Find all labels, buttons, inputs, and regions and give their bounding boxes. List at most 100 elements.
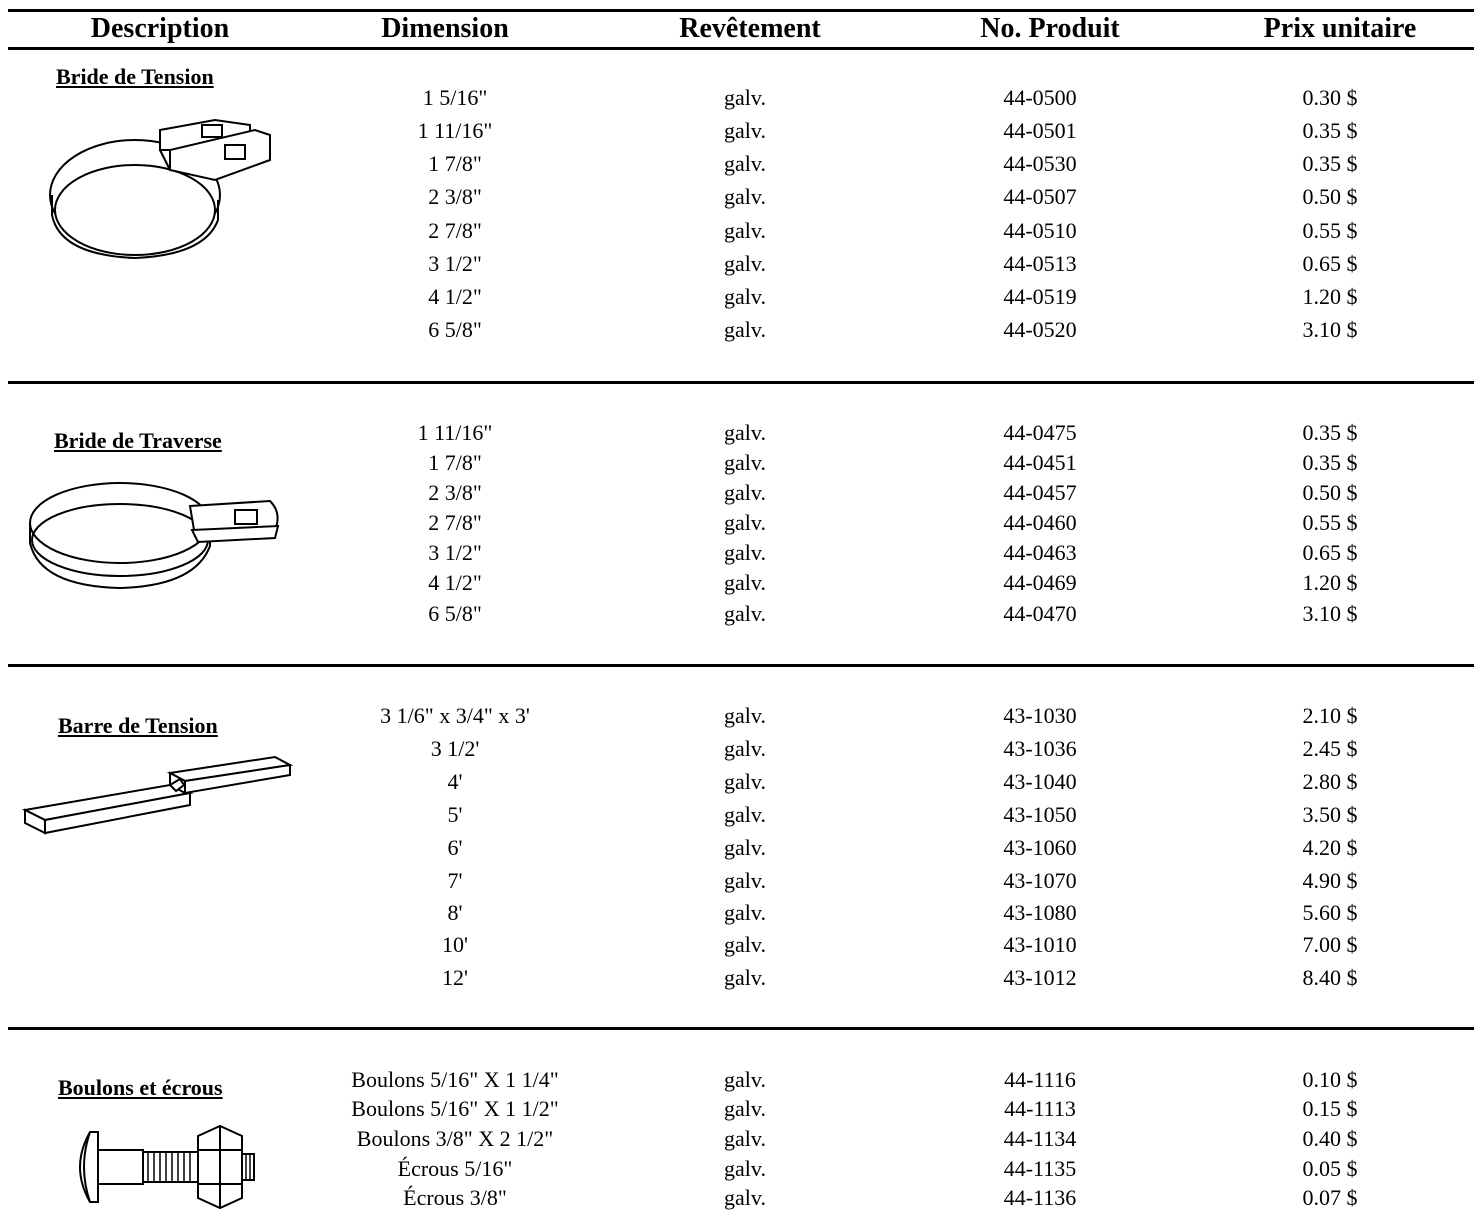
cell-revetement: galv. (724, 480, 766, 505)
cell-revetement: galv. (724, 450, 766, 475)
header-dimension: Dimension (381, 13, 509, 44)
cell-dimension: 3 1/6" x 3/4" x 3' (380, 703, 530, 728)
cell-prix: 0.35 $ (1302, 118, 1358, 143)
cell-revetement: galv. (724, 1067, 766, 1092)
cell-dimension: Boulons 5/16" X 1 1/2" (351, 1096, 559, 1121)
cell-revetement: galv. (724, 1185, 766, 1210)
cell-prix: 4.90 $ (1302, 868, 1358, 893)
cell-dimension: 4 1/2" (428, 284, 482, 309)
cell-produit: 44-0507 (1003, 184, 1077, 209)
cell-dimension: 4 1/2" (428, 570, 482, 595)
cell-revetement: galv. (724, 118, 766, 143)
cell-prix: 0.50 $ (1302, 480, 1358, 505)
cell-revetement: galv. (724, 1096, 766, 1121)
top-rule (8, 9, 1474, 12)
cell-prix: 0.07 $ (1302, 1185, 1358, 1210)
cell-prix: 0.40 $ (1302, 1126, 1358, 1151)
cell-produit: 44-1113 (1004, 1096, 1076, 1121)
bolt-nut-illustration (79, 1124, 255, 1210)
section-divider (8, 664, 1474, 667)
cell-produit: 44-0469 (1003, 570, 1077, 595)
cell-prix: 3.10 $ (1302, 601, 1358, 626)
cell-prix: 0.35 $ (1302, 450, 1358, 475)
cell-produit: 44-0457 (1003, 480, 1077, 505)
cell-revetement: galv. (724, 769, 766, 794)
cell-dimension: 5' (447, 802, 463, 827)
cell-dimension: 1 11/16" (417, 420, 493, 445)
cell-dimension: Boulons 3/8" X 2 1/2" (356, 1126, 554, 1151)
cell-revetement: galv. (724, 868, 766, 893)
cell-produit: 44-0520 (1003, 317, 1077, 342)
cell-prix: 0.65 $ (1302, 251, 1358, 276)
cell-produit: 43-1080 (1003, 900, 1077, 925)
cell-revetement: galv. (724, 835, 766, 860)
cell-dimension: 1 7/8" (428, 151, 482, 176)
cell-produit: 44-0500 (1003, 85, 1077, 110)
header-rule (8, 47, 1474, 50)
section-divider (8, 381, 1474, 384)
cell-revetement: galv. (724, 601, 766, 626)
cell-prix: 0.05 $ (1302, 1156, 1358, 1181)
cell-prix: 0.15 $ (1302, 1096, 1358, 1121)
cell-revetement: galv. (724, 184, 766, 209)
cell-dimension: 3 1/2" (428, 251, 482, 276)
cell-prix: 0.35 $ (1302, 420, 1358, 445)
cell-revetement: galv. (724, 151, 766, 176)
cell-prix: 5.60 $ (1302, 900, 1358, 925)
brace-band-illustration (29, 482, 280, 590)
cell-dimension: 10' (442, 932, 468, 957)
cell-prix: 0.10 $ (1302, 1067, 1358, 1092)
cell-prix: 1.20 $ (1302, 570, 1358, 595)
cell-produit: 44-1134 (1003, 1126, 1077, 1151)
cell-produit: 44-1116 (1004, 1067, 1076, 1092)
section-title: Boulons et écrous (58, 1075, 223, 1100)
cell-dimension: 7' (447, 868, 463, 893)
cell-produit: 43-1040 (1003, 769, 1077, 794)
cell-revetement: galv. (724, 85, 766, 110)
cell-dimension: 3 1/2' (430, 736, 480, 761)
cell-prix: 3.10 $ (1302, 317, 1358, 342)
cell-prix: 8.40 $ (1302, 965, 1358, 990)
cell-dimension: 1 7/8" (428, 450, 482, 475)
cell-revetement: galv. (724, 218, 766, 243)
section-title: Bride de Traverse (54, 428, 222, 453)
cell-prix: 0.55 $ (1302, 218, 1358, 243)
cell-produit: 43-1036 (1003, 736, 1077, 761)
cell-revetement: galv. (724, 420, 766, 445)
cell-prix: 2.80 $ (1302, 769, 1358, 794)
cell-produit: 43-1060 (1003, 835, 1077, 860)
cell-revetement: galv. (724, 932, 766, 957)
cell-produit: 44-0460 (1003, 510, 1077, 535)
cell-produit: 44-0463 (1003, 540, 1077, 565)
cell-revetement: galv. (724, 540, 766, 565)
cell-produit: 44-0475 (1003, 420, 1077, 445)
cell-produit: 44-1136 (1003, 1185, 1077, 1210)
cell-dimension: 2 3/8" (428, 480, 482, 505)
header-produit: No. Produit (980, 13, 1120, 44)
cell-dimension: Écrous 3/8" (403, 1185, 507, 1210)
cell-prix: 2.45 $ (1302, 736, 1358, 761)
cell-produit: 44-0451 (1003, 450, 1077, 475)
tension-band-illustration (49, 118, 271, 260)
cell-dimension: 6' (447, 835, 463, 860)
section-title: Bride de Tension (56, 64, 214, 89)
cell-revetement: galv. (724, 736, 766, 761)
header-prix: Prix unitaire (1263, 13, 1417, 44)
cell-dimension: 2 3/8" (428, 184, 482, 209)
cell-dimension: 3 1/2" (428, 540, 482, 565)
cell-revetement: galv. (724, 965, 766, 990)
cell-prix: 0.30 $ (1302, 85, 1358, 110)
cell-prix: 7.00 $ (1302, 932, 1358, 957)
header-description: Description (90, 13, 230, 44)
cell-dimension: 6 5/8" (428, 601, 482, 626)
cell-dimension: 1 11/16" (417, 118, 493, 143)
section-title: Barre de Tension (58, 713, 218, 738)
cell-produit: 43-1030 (1003, 703, 1077, 728)
section-divider (8, 1027, 1474, 1030)
cell-produit: 44-1135 (1003, 1156, 1077, 1181)
cell-dimension: 4' (447, 769, 463, 794)
cell-prix: 4.20 $ (1302, 835, 1358, 860)
cell-prix: 2.10 $ (1302, 703, 1358, 728)
cell-dimension: 6 5/8" (428, 317, 482, 342)
cell-prix: 0.50 $ (1302, 184, 1358, 209)
